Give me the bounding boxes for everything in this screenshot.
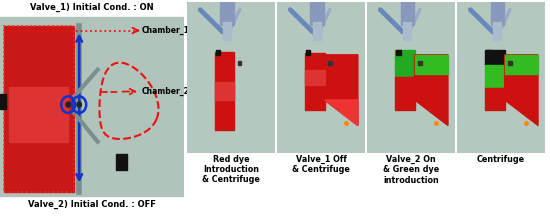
Bar: [116, 154, 127, 170]
Bar: [0, 17, 184, 196]
Polygon shape: [415, 55, 448, 126]
Polygon shape: [505, 55, 538, 74]
Bar: [485, 88, 505, 111]
Bar: [306, 49, 310, 55]
Bar: [395, 50, 415, 77]
Circle shape: [77, 102, 81, 107]
Bar: [485, 50, 505, 65]
Polygon shape: [415, 55, 448, 74]
Bar: [493, 22, 501, 40]
Bar: [508, 61, 512, 65]
Text: Red dye
Introduction
& Centrifuge: Red dye Introduction & Centrifuge: [202, 155, 260, 184]
Bar: [305, 70, 324, 85]
Bar: [215, 52, 234, 130]
Text: Valve_1 Off
& Centrifuge: Valve_1 Off & Centrifuge: [292, 155, 350, 174]
Bar: [486, 49, 491, 55]
Bar: [400, 0, 414, 25]
Bar: [396, 49, 400, 55]
Polygon shape: [505, 55, 538, 126]
Bar: [418, 61, 422, 65]
Circle shape: [66, 102, 70, 107]
Bar: [395, 77, 415, 111]
Polygon shape: [324, 100, 358, 126]
Bar: [4, 26, 74, 192]
Bar: [221, 0, 234, 25]
Bar: [9, 87, 68, 142]
Text: Chamber_2: Chamber_2: [142, 87, 190, 96]
Bar: [403, 22, 411, 40]
Bar: [485, 65, 505, 88]
Text: Centrifuge: Centrifuge: [477, 155, 525, 164]
Polygon shape: [324, 55, 358, 126]
Bar: [310, 0, 323, 25]
Bar: [491, 0, 504, 25]
Bar: [215, 82, 234, 100]
Bar: [223, 22, 231, 40]
Bar: [328, 61, 332, 65]
Bar: [4, 26, 74, 192]
Text: Chamber_1: Chamber_1: [142, 26, 190, 35]
Text: Valve_1) Initial Cond. : ON: Valve_1) Initial Cond. : ON: [30, 3, 154, 12]
Text: Valve_2 On
& Green dye
introduction: Valve_2 On & Green dye introduction: [383, 155, 439, 184]
Bar: [0, 94, 7, 109]
Text: Valve_2) Initial Cond. : OFF: Valve_2) Initial Cond. : OFF: [28, 199, 156, 209]
Bar: [216, 49, 221, 55]
Bar: [313, 22, 321, 40]
Bar: [305, 53, 324, 111]
Bar: [238, 61, 241, 65]
